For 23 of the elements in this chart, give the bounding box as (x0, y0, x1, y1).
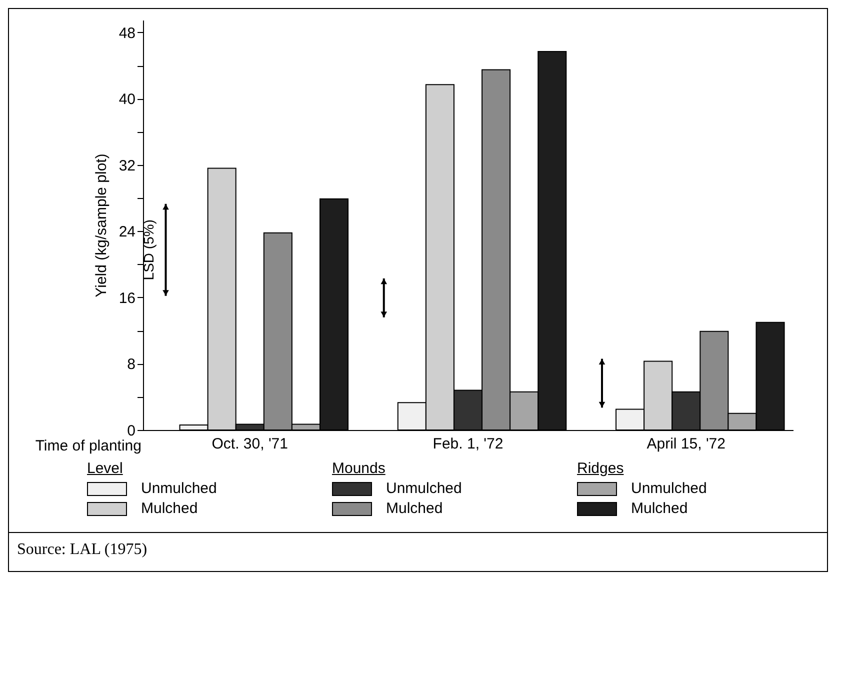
legend-label: Mulched (631, 500, 688, 517)
source-note: Source: LAL (1975) (9, 532, 827, 571)
y-axis-title: Yield (kg/sample plot) (92, 154, 110, 298)
y-tick-label: 48 (118, 24, 136, 42)
y-tick-label: 24 (118, 224, 136, 241)
legend-label: Mulched (386, 500, 443, 517)
legend-label: Unmulched (631, 480, 707, 497)
text: Mounds (332, 460, 386, 477)
y-tick-label: 40 (118, 91, 136, 108)
x-tick-label: April 15, '72 (646, 436, 726, 452)
legend-label: Unmulched (141, 480, 217, 497)
text: Ridges (577, 460, 625, 477)
x-tick-label: Feb. 1, '72 (432, 436, 504, 452)
y-tick-label: 8 (127, 356, 136, 374)
annotation: LSD (5%) (140, 220, 157, 280)
y-tick-label: 0 (127, 422, 136, 440)
legend-label: Mulched (141, 500, 198, 517)
text: Level (87, 460, 124, 477)
x-axis-title: Time of planting (35, 438, 142, 454)
x-tick-label: Oct. 30, '71 (212, 436, 288, 452)
legend-label: Unmulched (386, 480, 462, 497)
y-tick-label: 32 (118, 157, 136, 174)
y-tick-label: 16 (118, 290, 136, 307)
